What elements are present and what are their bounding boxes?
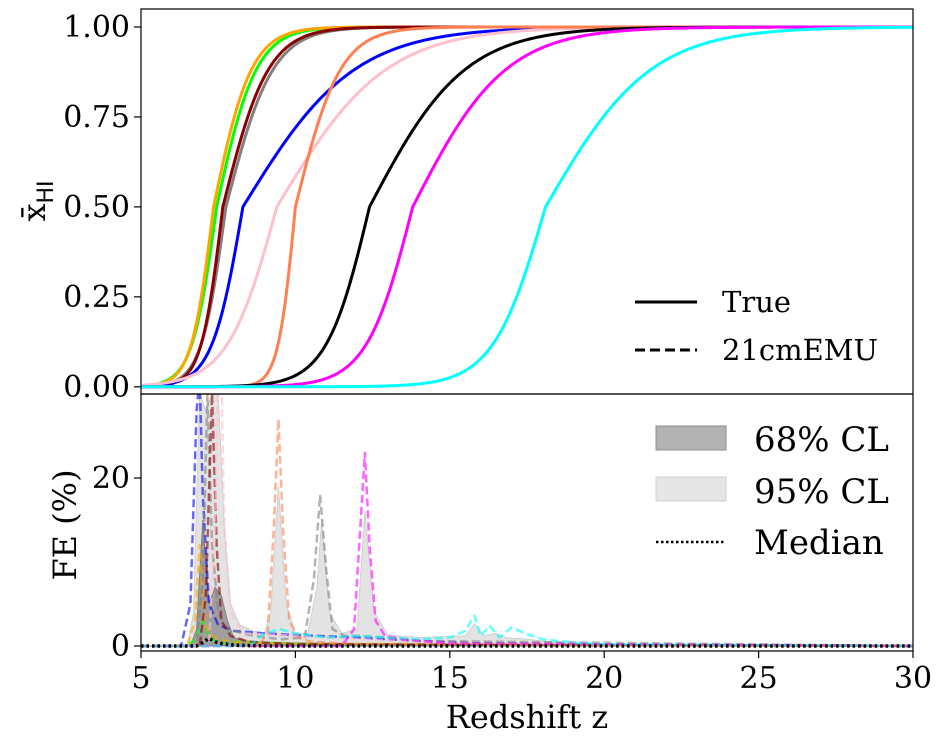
top-panel: 0.00 0.25 0.50 0.75 1.00 x̄HI True 21cmEMU	[15, 10, 913, 405]
median-curve	[141, 636, 913, 648]
legend-emu-label: 21cmEMU	[722, 333, 878, 367]
fe-curve-0	[141, 394, 913, 648]
bottom-y-axis-label: FE (%)	[46, 469, 84, 580]
top-ytick-label: 0.25	[63, 280, 130, 315]
fe-curve-6	[141, 417, 913, 648]
xhi-curve-5	[141, 25, 913, 387]
x-ticks: 5 10 15 20 25 30	[131, 651, 932, 696]
fe-curves	[141, 394, 913, 648]
top-ytick-label: 1.00	[63, 10, 130, 45]
legend-95-swatch	[655, 476, 727, 502]
xtick-label: 15	[431, 661, 469, 696]
top-legend: True 21cmEMU	[635, 285, 878, 367]
top-y-ticks: 0.00 0.25 0.50 0.75 1.00	[63, 10, 141, 405]
fe-curve-8	[141, 614, 913, 648]
bottom-y-ticks: 0 20	[92, 461, 141, 664]
top-ytick-label: 0.75	[63, 100, 130, 135]
fe-curve-7	[141, 451, 913, 648]
fe-curve-2	[141, 543, 913, 648]
xhi-curve-9	[141, 25, 913, 389]
bottom-axes-frame	[140, 393, 914, 652]
xtick-label: 30	[894, 661, 932, 696]
xtick-label: 25	[740, 661, 778, 696]
xtick-label: 5	[131, 661, 150, 696]
bottom-panel: 0 20 5 10 15 20 25 30 FE (%) Redshift z 68% CL…	[46, 394, 932, 736]
legend-true-label: True	[722, 285, 791, 319]
top-ytick-label: 0.50	[63, 190, 130, 225]
xtick-label: 20	[585, 661, 623, 696]
xtick-label: 10	[276, 661, 314, 696]
fe-curve-4	[141, 394, 913, 648]
top-y-axis-label-main: x̄	[15, 203, 53, 221]
legend-68-label: 68% CL	[754, 420, 889, 460]
x-axis-label: Redshift z	[446, 698, 609, 736]
legend-68-swatch	[655, 425, 727, 451]
top-y-axis-label-sub: HI	[34, 180, 59, 203]
bottom-ytick-label: 20	[92, 461, 130, 496]
legend-95-label: 95% CL	[754, 472, 889, 512]
top-curves	[141, 25, 913, 389]
fe-curve-5	[141, 394, 913, 648]
bottom-legend: 68% CL 95% CL Median	[655, 420, 889, 563]
bottom-ytick-label: 0	[111, 629, 130, 664]
top-y-axis-label: x̄HI	[15, 180, 59, 221]
top-ytick-label: 0.00	[63, 370, 130, 405]
legend-median-label: Median	[754, 523, 884, 563]
